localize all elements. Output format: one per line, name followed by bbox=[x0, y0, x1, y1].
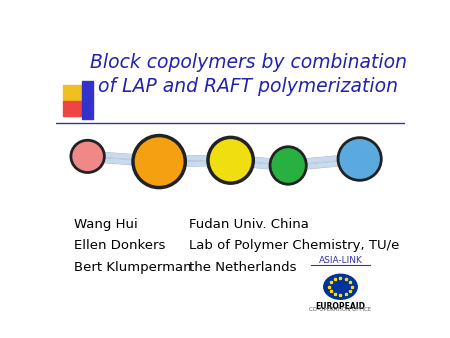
Text: Fudan Univ. China: Fudan Univ. China bbox=[189, 218, 309, 231]
Ellipse shape bbox=[71, 140, 104, 172]
Ellipse shape bbox=[270, 147, 306, 184]
Circle shape bbox=[324, 274, 357, 299]
Text: Ellen Donkers: Ellen Donkers bbox=[74, 239, 165, 252]
Ellipse shape bbox=[208, 137, 253, 183]
Text: Bert Klumperman: Bert Klumperman bbox=[74, 261, 191, 274]
Text: CO-OPERATION OFFICE: CO-OPERATION OFFICE bbox=[309, 307, 372, 312]
Text: of LAP and RAFT polymerization: of LAP and RAFT polymerization bbox=[98, 77, 398, 96]
Text: EUROPEAID: EUROPEAID bbox=[315, 303, 365, 311]
Bar bbox=[63, 85, 83, 100]
Text: Block copolymers by combination: Block copolymers by combination bbox=[90, 53, 406, 72]
Text: Lab of Polymer Chemistry, TU/e: Lab of Polymer Chemistry, TU/e bbox=[189, 239, 399, 252]
Text: the Netherlands: the Netherlands bbox=[189, 261, 296, 274]
Text: Wang Hui: Wang Hui bbox=[74, 218, 137, 231]
Text: ASIA-LINK: ASIA-LINK bbox=[319, 256, 362, 265]
Ellipse shape bbox=[133, 136, 185, 188]
Bar bbox=[82, 81, 93, 119]
Ellipse shape bbox=[338, 138, 381, 180]
Bar bbox=[63, 101, 83, 116]
